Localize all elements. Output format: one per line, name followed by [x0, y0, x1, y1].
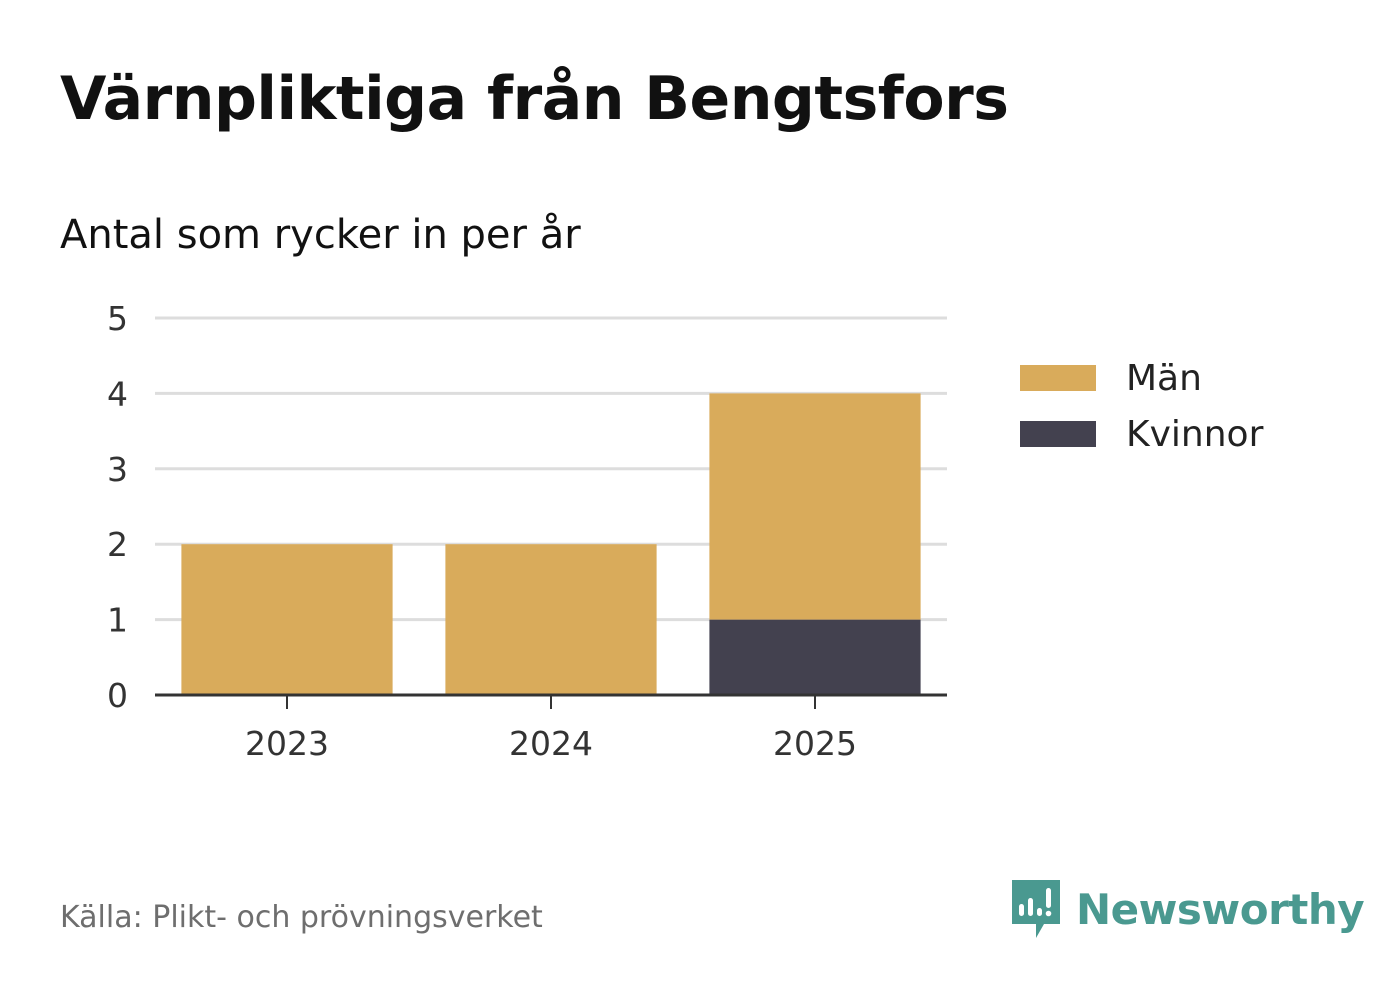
x-tick-label-2023: 2023: [245, 724, 329, 763]
bar-2024-män: [445, 544, 657, 695]
legend-label-women: Kvinnor: [1126, 413, 1264, 455]
bar-2025-kvinnor: [709, 619, 921, 695]
chart-subtitle: Antal som rycker in per år: [60, 212, 581, 258]
y-tick-label-2: 2: [107, 525, 128, 564]
y-tick-label-3: 3: [107, 450, 128, 489]
bars: [181, 393, 921, 695]
x-tick-label-2024: 2024: [509, 724, 593, 763]
axes: 0 1 2 3 4 5 2023 2024 2025: [107, 299, 947, 763]
legend-item-men: Män: [1020, 350, 1263, 406]
y-tick-label-1: 1: [107, 601, 128, 640]
newsworthy-logo-icon: [1012, 880, 1060, 938]
legend-item-women: Kvinnor: [1020, 406, 1263, 462]
bar-2023-män: [181, 544, 393, 695]
bar-2025-män: [709, 393, 921, 620]
brand: Newsworthy: [1010, 878, 1365, 940]
legend-swatch-women: [1020, 421, 1096, 447]
y-tick-label-0: 0: [107, 676, 128, 715]
brand-name: Newsworthy: [1076, 884, 1365, 934]
source-note: Källa: Plikt- och prövningsverket: [60, 900, 543, 935]
legend: Män Kvinnor: [1020, 350, 1263, 462]
x-tick-label-2025: 2025: [773, 724, 857, 763]
legend-label-men: Män: [1126, 357, 1202, 399]
y-tick-label-5: 5: [107, 299, 128, 338]
chart-title: Värnpliktiga från Bengtsfors: [60, 64, 1009, 134]
legend-swatch-men: [1020, 365, 1096, 391]
y-tick-label-4: 4: [107, 374, 128, 413]
